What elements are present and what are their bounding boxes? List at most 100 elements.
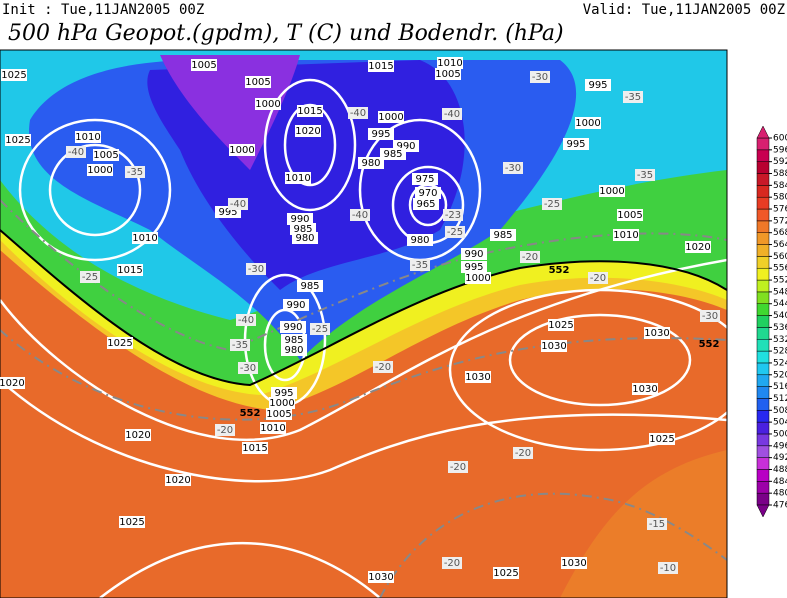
isobar-labels-box — [368, 128, 394, 140]
isobar-labels: 1005 — [617, 210, 642, 221]
isobar-labels: 975 — [415, 174, 434, 185]
colorbar-tick-label: 512 — [773, 394, 787, 404]
isobar-labels: 1005 — [245, 77, 270, 88]
temperature-labels-box — [443, 209, 463, 221]
colorbar-tick-label: 556 — [773, 264, 787, 274]
isobar-labels-box — [260, 422, 286, 434]
isobar-labels: 1000 — [599, 186, 624, 197]
geopotential-label: 552 — [240, 408, 261, 419]
map-title: 500 hPa Geopot.(gpdm), T (C) und Bodendr… — [8, 21, 564, 46]
isobar-labels-box — [281, 344, 307, 356]
isobar-labels: 990 — [286, 300, 305, 311]
temperature-labels: -35 — [625, 92, 641, 103]
colorbar-tick-label: 584 — [773, 181, 787, 191]
colorbar-tick-label: 492 — [773, 453, 787, 463]
isobar-labels: 1010 — [260, 423, 285, 434]
colorbar-swatch — [756, 161, 770, 174]
isobar-labels: 980 — [295, 233, 314, 244]
temperature-labels: -30 — [248, 264, 264, 275]
colorbar-swatch — [756, 350, 770, 364]
temperature-labels: -40 — [352, 210, 368, 221]
isobar-labels: 965 — [416, 199, 435, 210]
temperature-labels: -20 — [522, 252, 538, 263]
colorbar-tick-label: 520 — [773, 370, 787, 380]
colorbar-arrow-top — [756, 125, 770, 139]
isobar-labels-box — [281, 334, 307, 346]
temperature-labels-box — [246, 263, 266, 275]
temperature-labels-box — [310, 323, 330, 335]
isobar-labels: 980 — [410, 235, 429, 246]
isobar-labels: 1025 — [107, 338, 132, 349]
isobar-labels-box — [548, 319, 574, 331]
isobar-labels: 985 — [300, 281, 319, 292]
isobar-labels: 995 — [566, 139, 585, 150]
isobar-labels: 985 — [383, 149, 402, 160]
colorbar-swatch — [756, 173, 770, 186]
temperature-labels-box — [350, 209, 370, 221]
temperature-labels: -40 — [68, 147, 84, 158]
isobar-labels-box — [285, 172, 311, 184]
isobar-labels: 1010 — [285, 173, 310, 184]
isobar-labels: 1030 — [632, 384, 657, 395]
isobar-labels-box — [271, 387, 297, 399]
colorbar-tick-label: 600 — [773, 134, 787, 144]
colorbar-tick-label: 532 — [773, 335, 787, 345]
isobar-labels: 1025 — [5, 135, 30, 146]
isobar-labels-box — [269, 397, 295, 409]
isobar-labels-box — [93, 149, 119, 161]
colorbar-swatch — [756, 386, 770, 399]
isobar-labels: 1030 — [465, 372, 490, 383]
isobar-labels: 1000 — [255, 99, 280, 110]
colorbar-arrow-bottom — [756, 504, 770, 518]
isobar-labels: 985 — [284, 335, 303, 346]
temperature-labels: -40 — [350, 108, 366, 119]
temperature-labels: -40 — [238, 315, 254, 326]
geopotential-label: 552 — [699, 339, 720, 350]
temperature-labels: -35 — [127, 167, 143, 178]
isobar-labels: 1000 — [378, 112, 403, 123]
colorbar-swatch — [756, 339, 770, 352]
isobar-labels-box — [368, 60, 394, 72]
temperature-labels-box — [635, 169, 655, 181]
isobar-labels: 1025 — [119, 517, 144, 528]
colorbar-swatch — [756, 220, 770, 233]
colorbar-swatch — [756, 410, 770, 423]
temperature-labels: -20 — [450, 462, 466, 473]
isobar-labels: 1030 — [561, 558, 586, 569]
isobar-labels: 995 — [274, 388, 293, 399]
colorbar-swatch — [756, 196, 770, 210]
temperature-labels-box — [125, 166, 145, 178]
colorbar-tick-label: 560 — [773, 252, 787, 262]
isobar-labels-box — [380, 148, 406, 160]
isobar-labels: 1010 — [132, 233, 157, 244]
temperature-labels-box — [658, 562, 678, 574]
isobar-labels-box — [75, 131, 101, 143]
temperature-labels-box — [445, 226, 465, 238]
isobar-labels: 1005 — [93, 150, 118, 161]
isobar-labels-box — [119, 516, 145, 528]
isobar-labels-box — [87, 164, 113, 176]
isobar-labels: 1030 — [368, 572, 393, 583]
temperature-labels: -25 — [544, 199, 560, 210]
temperature-labels-box — [66, 146, 86, 158]
isobar-labels: 1020 — [165, 475, 190, 486]
temperature-labels: -25 — [447, 227, 463, 238]
isobar-labels-box — [685, 241, 711, 253]
isobar-labels-box — [649, 433, 675, 445]
isobar-labels-box — [297, 280, 323, 292]
temperature-labels-box — [236, 314, 256, 326]
temperature-labels-box — [348, 107, 368, 119]
isobar-labels: 985 — [293, 224, 312, 235]
colorbar-swatch — [756, 291, 770, 304]
isobar-labels-box — [412, 173, 438, 185]
temperature-labels-box — [503, 162, 523, 174]
colorbar-tick-label: 524 — [773, 358, 787, 368]
isobar-labels: 990 — [290, 214, 309, 225]
temperature-labels-box — [647, 518, 667, 530]
colorbar-tick-label: 508 — [773, 406, 787, 416]
isobar-labels-box — [5, 134, 31, 146]
isobar-labels: 990 — [396, 141, 415, 152]
isobar-labels-box — [415, 187, 441, 199]
colorbar-swatch — [756, 433, 770, 447]
isobar-labels-box — [297, 105, 323, 117]
